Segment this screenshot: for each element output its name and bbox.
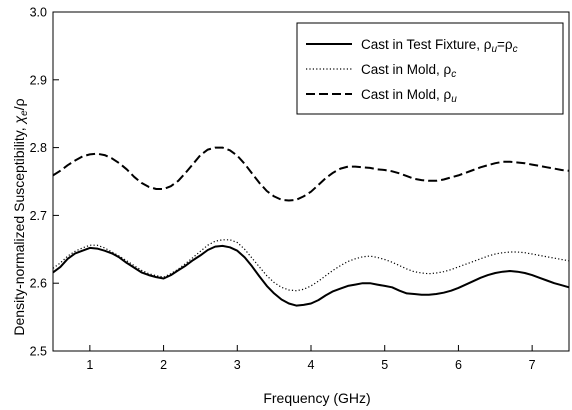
x-tick-label: 2 bbox=[160, 358, 167, 372]
legend-box bbox=[296, 22, 564, 115]
series-line-dashed bbox=[52, 146, 570, 202]
series-line-solid bbox=[52, 244, 570, 307]
y-tick-label: 2.5 bbox=[30, 345, 47, 359]
legend-label-mold-rho-c: Cast in Mold, ρc bbox=[361, 62, 456, 80]
x-tick-label: 6 bbox=[455, 358, 462, 372]
y-tick-label: 2.8 bbox=[30, 141, 47, 155]
y-tick-label: 2.6 bbox=[30, 277, 47, 291]
y-axis-label: Density-normalized Susceptibility, χe/ρ bbox=[11, 98, 30, 335]
x-axis-label: Frequency (GHz) bbox=[263, 390, 370, 406]
x-tick-label: 1 bbox=[86, 358, 93, 372]
y-tick-label: 2.9 bbox=[30, 73, 47, 87]
legend-label-mold-rho-u: Cast in Mold, ρu bbox=[361, 87, 457, 105]
series-line-dotted bbox=[52, 239, 570, 292]
y-tick-label: 2.7 bbox=[30, 209, 47, 223]
y-tick-label: 3.0 bbox=[30, 6, 47, 20]
x-tick-label: 7 bbox=[529, 358, 536, 372]
x-tick-label: 5 bbox=[381, 358, 388, 372]
x-tick-label: 4 bbox=[308, 358, 315, 372]
legend-label-test-fixture: Cast in Test Fixture, ρu=ρc bbox=[361, 37, 518, 55]
legend: Cast in Test Fixture, ρu=ρc Cast in Mold… bbox=[296, 22, 564, 115]
x-tick-label: 3 bbox=[234, 358, 241, 372]
